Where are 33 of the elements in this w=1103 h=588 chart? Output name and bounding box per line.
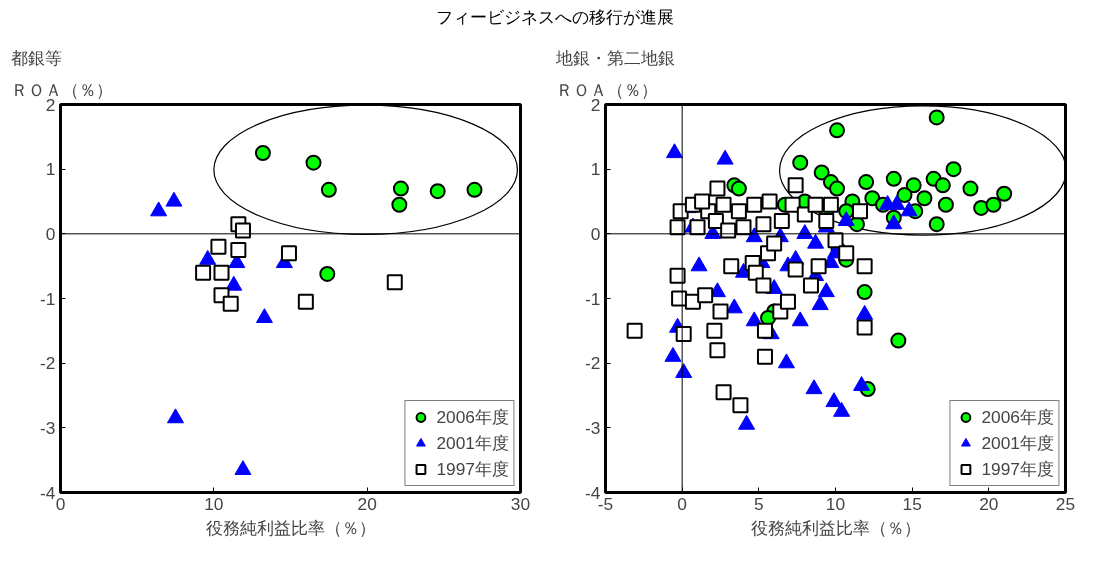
y-tick-label: -2 xyxy=(40,353,56,374)
chart-title: フィービジネスへの移行が進展 xyxy=(436,6,674,29)
y-tick-label: -3 xyxy=(40,417,56,438)
y-axis-title: ＲＯＡ（％） xyxy=(10,79,113,100)
x-tick-label: 20 xyxy=(979,493,999,514)
x-tick-label: 25 xyxy=(1055,493,1076,514)
y-tick-label: -3 xyxy=(585,417,601,438)
y-tick-label: -2 xyxy=(585,353,601,374)
legend-label: 1997年度 xyxy=(436,458,509,481)
legend-label: 2001年度 xyxy=(981,432,1054,455)
y-tick-label: 1 xyxy=(45,159,56,180)
y-tick-label: -4 xyxy=(40,482,56,503)
y-tick-label: 0 xyxy=(590,223,601,244)
legend-label: 1997年度 xyxy=(981,458,1054,481)
x-tick-label: 10 xyxy=(204,493,224,514)
y-axis-title: ＲＯＡ（％） xyxy=(555,79,658,100)
chart-subtitle: 都銀等 xyxy=(10,47,62,68)
x-tick-label: 20 xyxy=(357,493,377,514)
legend-label: 2006年度 xyxy=(981,406,1054,429)
legend-label: 2006年度 xyxy=(436,406,509,429)
x-tick-label: 0 xyxy=(677,493,687,514)
y-tick-label: 1 xyxy=(590,159,601,180)
legend-label: 2001年度 xyxy=(436,432,509,455)
x-tick-label: 30 xyxy=(510,493,531,514)
y-tick-label: 0 xyxy=(45,223,56,244)
y-tick-label: -1 xyxy=(40,288,56,309)
x-axis-title: 役務純利益比率（％） xyxy=(750,517,921,538)
x-tick-label: 5 xyxy=(754,493,764,514)
chart-title: 地銀・第二地銀 xyxy=(554,47,675,68)
x-axis-title: 役務純利益比率（％） xyxy=(205,517,376,538)
x-tick-label: 10 xyxy=(825,493,846,514)
x-tick-label: 15 xyxy=(902,493,922,514)
y-tick-label: -1 xyxy=(585,288,601,309)
